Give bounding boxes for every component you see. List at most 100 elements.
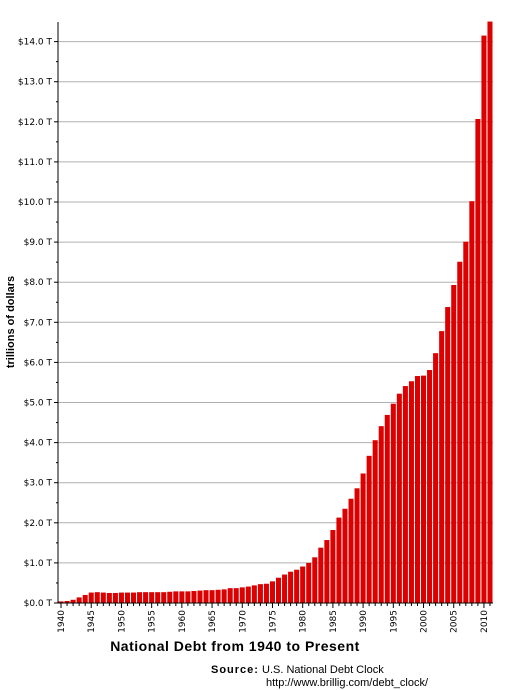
x-tick-label: 2005 <box>450 610 460 633</box>
y-tick-label: $9.0 T <box>24 238 53 248</box>
x-tick-label: 1945 <box>87 610 97 633</box>
bar-1970 <box>239 587 245 603</box>
x-tick-labels: 1940 1945 1950 1955 1960 1965 1970 1975 1980 1985… <box>57 610 490 633</box>
bar-1969 <box>233 588 239 603</box>
x-tick-label: 1990 <box>359 610 369 633</box>
source-url: http://www.brillig.com/debt_clock/ <box>266 677 429 689</box>
bar-1977 <box>282 574 288 603</box>
x-tick-label: 1960 <box>178 610 188 633</box>
bar-1953 <box>137 592 143 603</box>
bar-1994 <box>384 414 390 603</box>
bar-1991 <box>366 455 372 603</box>
bar-1997 <box>402 386 408 603</box>
gridlines <box>58 41 493 564</box>
bar-2007 <box>463 241 469 603</box>
bar-1961 <box>185 591 191 603</box>
bar-2011 <box>487 21 493 604</box>
bar-2001 <box>427 370 433 603</box>
bar-1978 <box>288 571 294 603</box>
bar-2003 <box>439 331 445 603</box>
bar-1982 <box>312 557 318 603</box>
x-tick-label: 1975 <box>268 610 278 633</box>
bar-1986 <box>336 517 342 603</box>
x-tick-label: 1940 <box>57 610 67 633</box>
bar-1979 <box>294 569 300 603</box>
y-tick-label: $0.0 T <box>24 599 53 609</box>
x-tick-label: 1950 <box>117 610 127 633</box>
bar-2010 <box>481 35 487 603</box>
x-tick-label: 1955 <box>148 610 158 633</box>
bar-2004 <box>445 307 451 603</box>
bar-1998 <box>408 381 414 603</box>
x-tick-label: 1965 <box>208 610 218 633</box>
bar-1945 <box>88 592 94 603</box>
bar-1946 <box>94 592 100 603</box>
y-tick-label: $12.0 T <box>18 118 53 128</box>
bar-2009 <box>475 118 481 604</box>
bar-1965 <box>209 590 215 603</box>
bar-1949 <box>112 592 118 603</box>
bar-1959 <box>173 591 179 603</box>
bar-1989 <box>354 488 360 603</box>
bar-1992 <box>372 440 378 603</box>
bar-1993 <box>378 426 384 603</box>
bar-1956 <box>155 592 161 603</box>
y-tick-label: $7.0 T <box>24 318 53 328</box>
y-tick-label: $10.0 T <box>18 198 53 208</box>
bar-1974 <box>263 583 269 603</box>
bar-1962 <box>191 590 197 603</box>
x-tick-label: 2010 <box>480 610 490 633</box>
bar-2008 <box>469 201 475 603</box>
y-tick-label: $13.0 T <box>18 78 53 88</box>
bar-1940 <box>58 601 64 603</box>
y-tick-label: $8.0 T <box>24 278 53 288</box>
x-tick-label: 1985 <box>329 610 339 633</box>
y-tick-label: $1.0 T <box>24 559 53 569</box>
bar-1981 <box>306 562 312 603</box>
bar-2006 <box>457 261 463 603</box>
bar-1968 <box>227 588 233 603</box>
bar-1954 <box>143 592 149 603</box>
source-label: Source: <box>211 664 259 676</box>
y-tick-label: $2.0 T <box>24 519 53 529</box>
bar-1960 <box>179 591 185 603</box>
bar-2005 <box>451 285 457 603</box>
bars <box>58 21 493 604</box>
bar-1952 <box>131 592 137 603</box>
bar-1957 <box>161 592 167 603</box>
x-tick-label: 1980 <box>299 610 309 633</box>
y-tick-label: $5.0 T <box>24 399 53 409</box>
bar-1951 <box>124 592 130 603</box>
source-note: Source: U.S. National Debt Clock http://… <box>211 664 428 690</box>
bar-1943 <box>76 597 82 603</box>
y-tick-labels: $0.0 T $1.0 T $2.0 T $3.0 T $4.0 T $5.0 T $6.0… <box>18 38 53 609</box>
bar-1944 <box>82 594 88 603</box>
bar-1996 <box>396 393 402 603</box>
axes <box>54 22 493 608</box>
bar-1972 <box>251 585 257 603</box>
bar-1966 <box>215 589 221 603</box>
bar-2002 <box>433 353 439 603</box>
bar-1948 <box>106 592 112 603</box>
bar-1950 <box>118 592 124 603</box>
bar-1964 <box>203 590 209 603</box>
bar-1947 <box>100 592 106 603</box>
x-tick-label: 1995 <box>389 610 399 633</box>
bar-1942 <box>70 599 76 603</box>
bar-1984 <box>324 540 330 603</box>
y-axis-label: trillions of dollars <box>5 276 17 368</box>
x-tick-label: 1970 <box>238 610 248 633</box>
bar-1985 <box>330 530 336 603</box>
bar-1983 <box>318 547 324 603</box>
y-tick-label: $14.0 T <box>18 38 53 48</box>
bar-1963 <box>197 590 203 603</box>
bar-1995 <box>390 403 396 603</box>
bar-1987 <box>342 508 348 603</box>
source-name: U.S. National Debt Clock <box>262 664 384 676</box>
y-tick-label: $11.0 T <box>18 158 53 168</box>
bar-1976 <box>276 577 282 603</box>
bar-1975 <box>269 581 275 603</box>
y-tick-label: $6.0 T <box>24 358 53 368</box>
bar-2000 <box>421 375 427 603</box>
